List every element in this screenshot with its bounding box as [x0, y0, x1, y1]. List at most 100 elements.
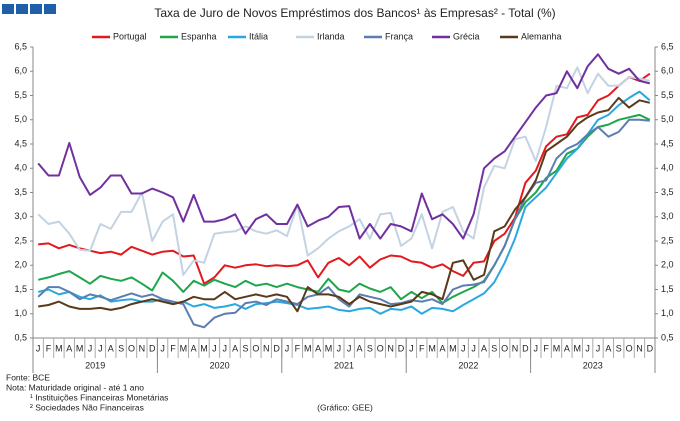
y2-tick-label: 6,0	[661, 66, 674, 76]
note: Fonte: BCE	[6, 372, 50, 382]
x-tick-label: O	[377, 343, 384, 353]
x-tick-label: J	[36, 343, 41, 353]
x-tick-label: A	[439, 343, 445, 353]
x-tick-label: J	[160, 343, 165, 353]
logo-block	[30, 4, 42, 14]
x-tick-label: A	[357, 343, 363, 353]
x-tick-label: M	[325, 343, 333, 353]
series-line	[38, 72, 651, 285]
y2-tick-label: 4,5	[661, 138, 674, 148]
logo-block	[16, 4, 28, 14]
x-tick-label: M	[76, 343, 84, 353]
x-tick-label: J	[534, 343, 539, 353]
x-tick-label: J	[223, 343, 228, 353]
x-tick-label: A	[232, 343, 238, 353]
x-tick-label: A	[191, 343, 197, 353]
x-tick-label: N	[512, 343, 519, 353]
x-tick-label: M	[428, 343, 436, 353]
x-tick-label: A	[108, 343, 114, 353]
note: Nota: Maturidade original - até 1 ano	[6, 382, 144, 392]
x-tick-label: J	[471, 343, 476, 353]
series-line	[38, 96, 651, 313]
y-tick-label: 6,0	[14, 66, 27, 76]
y2-tick-label: 0,5	[661, 332, 674, 342]
x-tick-label: D	[273, 343, 280, 353]
y-tick-label: 2,0	[14, 260, 27, 270]
legend-label: Espanha	[181, 31, 217, 41]
y-tick-label: 4,5	[14, 138, 27, 148]
y-tick-label: 1,5	[14, 284, 27, 294]
x-tick-label: A	[315, 343, 321, 353]
x-tick-label: S	[616, 343, 622, 353]
year-label: 2023	[583, 360, 603, 370]
y2-tick-label: 3,5	[661, 187, 674, 197]
legend-label: Grécia	[453, 31, 480, 41]
series-line	[37, 53, 651, 240]
y2-tick-label: 2,0	[661, 260, 674, 270]
x-tick-label: J	[409, 343, 414, 353]
x-tick-label: A	[481, 343, 487, 353]
note: ² Sociedades Não Financeiras	[30, 402, 144, 412]
x-tick-label: M	[304, 343, 312, 353]
x-tick-label: S	[367, 343, 373, 353]
y2-tick-label: 1,5	[661, 284, 674, 294]
legend-label: França	[385, 31, 413, 41]
x-tick-label: M	[449, 343, 457, 353]
y-tick-label: 3,5	[14, 187, 27, 197]
y2-tick-label: 3,0	[661, 211, 674, 221]
x-tick-label: N	[139, 343, 146, 353]
x-tick-label: J	[337, 343, 342, 353]
series-line	[37, 118, 650, 329]
x-tick-label: M	[553, 343, 561, 353]
x-tick-label: F	[46, 343, 52, 353]
x-tick-label: S	[118, 343, 124, 353]
x-tick-label: S	[491, 343, 497, 353]
series-line	[37, 66, 651, 276]
x-tick-label: J	[212, 343, 217, 353]
year-label: 2021	[334, 360, 354, 370]
y-tick-label: 5,0	[14, 114, 27, 124]
x-tick-label: O	[501, 343, 508, 353]
x-tick-label: A	[605, 343, 611, 353]
x-tick-label: O	[626, 343, 633, 353]
x-tick-label: M	[55, 343, 63, 353]
logo-block	[44, 4, 56, 14]
y2-tick-label: 1,0	[661, 308, 674, 318]
x-tick-label: J	[347, 343, 352, 353]
y2-tick-label: 5,5	[661, 90, 674, 100]
x-tick-label: A	[66, 343, 72, 353]
x-tick-label: D	[398, 343, 405, 353]
y-tick-label: 1,0	[14, 308, 27, 318]
x-tick-label: F	[170, 343, 176, 353]
x-tick-label: M	[200, 343, 208, 353]
y-tick-label: 3,0	[14, 211, 27, 221]
x-tick-label: N	[263, 343, 270, 353]
y2-tick-label: 5,0	[661, 114, 674, 124]
note: ¹ Instituições Financeiras Monetárias	[30, 392, 168, 402]
logo-block	[2, 4, 14, 14]
x-tick-label: D	[149, 343, 156, 353]
x-tick-label: N	[387, 343, 394, 353]
x-tick-label: J	[596, 343, 601, 353]
y2-tick-label: 6,5	[661, 41, 674, 51]
y-tick-label: 2,5	[14, 235, 27, 245]
x-tick-label: D	[522, 343, 529, 353]
x-tick-label: S	[243, 343, 249, 353]
x-tick-label: J	[461, 343, 466, 353]
legend-label: Itália	[249, 31, 268, 41]
x-tick-label: F	[543, 343, 549, 353]
x-tick-label: D	[647, 343, 654, 353]
legend-label: Alemanha	[521, 31, 562, 41]
x-tick-label: J	[88, 343, 93, 353]
y-tick-label: 0,5	[14, 332, 27, 342]
x-tick-label: N	[636, 343, 643, 353]
x-tick-label: A	[564, 343, 570, 353]
series-line	[37, 90, 651, 315]
x-tick-label: O	[252, 343, 259, 353]
y-tick-label: 5,5	[14, 90, 27, 100]
y-tick-label: 6,5	[14, 41, 27, 51]
x-tick-label: F	[419, 343, 425, 353]
year-label: 2019	[85, 360, 105, 370]
y-tick-label: 4,0	[14, 163, 27, 173]
